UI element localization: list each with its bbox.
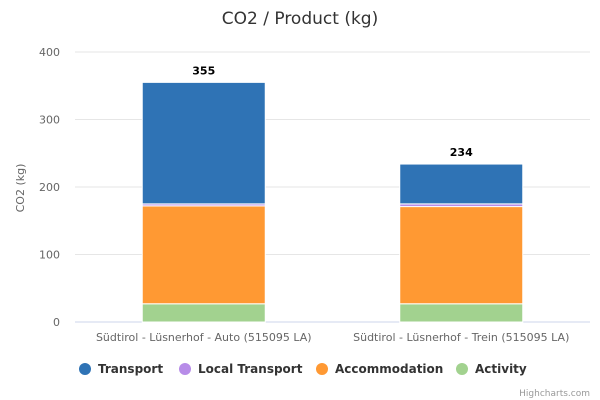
legend-label: Activity <box>475 362 527 376</box>
legend-item[interactable]: Local Transport <box>179 362 303 376</box>
stack-total-label: 355 <box>192 64 215 77</box>
legend-item[interactable]: Accommodation <box>316 362 443 376</box>
credits-link[interactable]: Highcharts.com <box>519 389 590 399</box>
bar-segment[interactable] <box>141 303 266 323</box>
legend-marker <box>316 363 328 375</box>
y-tick-label: 100 <box>39 249 60 262</box>
bar-segment[interactable] <box>141 205 266 305</box>
bar-segment[interactable] <box>141 81 266 205</box>
x-category-label: Südtirol - Lüsnerhof - Trein (515095 LA) <box>353 331 569 344</box>
legend[interactable]: Transport Local Transport Accommodation Act… <box>79 362 527 376</box>
legend-item[interactable]: Activity <box>456 362 527 376</box>
x-category-label: Südtirol - Lüsnerhof - Auto (515095 LA) <box>96 331 312 344</box>
legend-label: Accommodation <box>335 362 443 376</box>
bar-stacks <box>141 81 524 323</box>
legend-marker <box>179 363 191 375</box>
bar-segment[interactable] <box>399 303 524 323</box>
legend-label: Local Transport <box>198 362 303 376</box>
legend-marker <box>456 363 468 375</box>
y-tick-label: 200 <box>39 181 60 194</box>
legend-item[interactable]: Transport <box>79 362 163 376</box>
bar-segment[interactable] <box>399 206 524 305</box>
legend-label: Transport <box>98 362 163 376</box>
stack-totals: 355 234 <box>192 64 473 159</box>
stack-total-label: 234 <box>450 146 473 159</box>
y-axis-ticks: 0 100 200 300 400 <box>39 46 60 329</box>
y-tick-label: 400 <box>39 46 60 59</box>
legend-marker <box>79 363 91 375</box>
y-tick-label: 0 <box>53 316 60 329</box>
chart-title: CO2 / Product (kg) <box>222 9 378 29</box>
y-tick-label: 300 <box>39 114 60 127</box>
y-axis-label: CO2 (kg) <box>14 164 27 213</box>
bar-segment[interactable] <box>399 163 524 205</box>
category-labels: Südtirol - Lüsnerhof - Auto (515095 LA) S… <box>96 331 569 344</box>
